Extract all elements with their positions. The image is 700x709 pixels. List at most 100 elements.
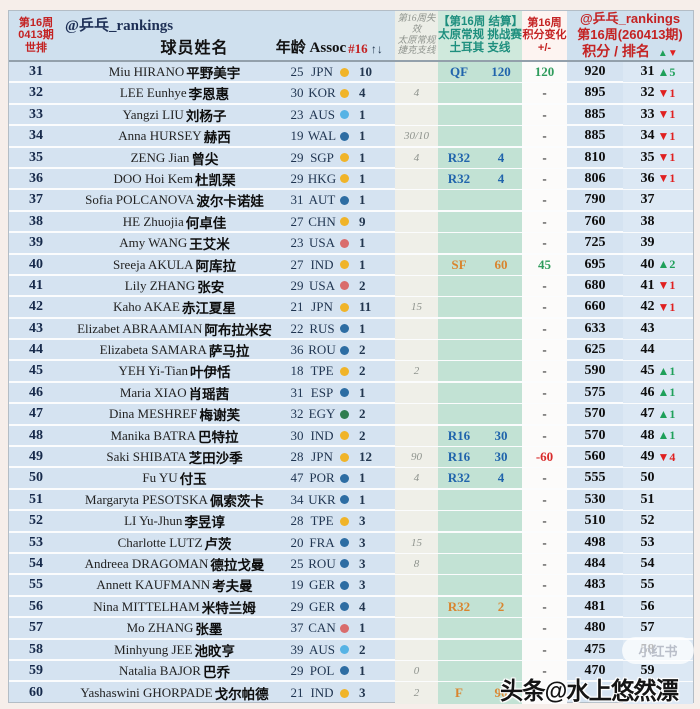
association-cell: IND [310,427,334,443]
continent-dot-cell [336,105,352,125]
association-cell: ROU [308,342,336,358]
player-name-latin: Dina MESHREF [109,406,198,422]
expired-points-cell: 2 [395,682,438,704]
points-cell: 483 [584,577,606,593]
continent-dot-icon [339,431,349,441]
count-16-cell: 2 [359,641,366,657]
association-cell: EGY [308,406,336,422]
points-change-cell: - [522,511,567,532]
count-16-cell: 3 [359,513,366,529]
table-row: 52 LI Yu-Jhun 李昱谆 28 TPE 3 - 510 52 [9,511,693,533]
table-row: 50 Fu YU 付玉 47 POR 1 4 R32 4 - 555 50 [9,468,693,490]
player-name-cell: Annett KAUFMANN 考夫曼 [63,575,286,595]
round-points: 30 [494,427,508,443]
continent-dot-cell [336,426,352,446]
expired-points-cell [395,596,438,617]
association-cell: FRA [309,534,335,550]
points-rank-label: 积分 / 排名 [582,42,650,59]
continent-dot-icon [339,645,349,655]
points-change-cell: - [522,104,567,125]
world-rank-cell: 33 [29,106,43,122]
association-cell: HKG [307,170,337,186]
player-name-cell: Kaho AKAE 赤江夏星 [63,297,286,317]
player-name-cell: ZENG Jian 曾尖 [63,148,286,168]
new-rank-number: 59 [640,662,655,678]
count-16-cell: 1 [359,384,366,400]
world-rank-cell: 45 [29,363,43,379]
table-row: 49 Saki SHIBATA 芝田沙季 28 JPN 12 90 R16 30 -… [9,447,693,469]
round-points: 60 [494,256,508,272]
player-name-latin: Natalia BAJOR [119,662,201,678]
rank-delta: ▲1 [658,364,684,379]
round-result: R32 [447,598,471,614]
round-result: SF [451,256,467,272]
new-rank-number: 49 [640,449,655,465]
age-cell: 36 [290,342,304,358]
table-row: 47 Dina MESHREF 梅谢芙 32 EGY 2 - 570 47 ▲1 [9,404,693,426]
age-cell: 27 [290,256,304,272]
count-16-cell: 1 [359,106,366,122]
rank-delta: ▲1 [658,428,684,443]
continent-dot-cell [336,468,352,488]
new-rank-number: 56 [640,598,655,614]
association-cell: CAN [308,620,336,636]
continent-dot-icon [339,580,349,590]
association-cell: AUS [308,106,335,122]
continent-dot-cell [336,511,352,531]
table-row: 60 Yashaswini GHORPADE 戈尔帕德 21 IND 3 2 F 9… [9,682,693,704]
settlement-cell [438,489,522,510]
points-cell: 633 [584,320,606,336]
continent-dot-icon [339,452,349,462]
settlement-cell [438,297,522,318]
player-name-latin: Elizabeta SAMARA [99,342,207,358]
player-name-chinese: 赤江夏星 [181,301,236,317]
association-cell: JPN [311,299,333,315]
expired-points-cell: 90 [395,447,438,468]
week-label: 第16周 [18,17,54,30]
world-rank-cell: 35 [29,149,43,165]
player-name-cell: Mo ZHANG 张墨 [63,618,286,638]
settlement-cell: R32 4 [438,468,522,489]
continent-dot-icon [339,516,349,526]
new-rank-number: 54 [640,555,655,571]
count-16-cell: 3 [359,685,366,701]
player-name-cell: Dina MESHREF 梅谢芙 [63,404,286,424]
points-change-cell: - [522,233,567,254]
header-points-change: 第16周 积分变化 +/- [522,11,567,60]
new-rank-cell: 37 [623,190,693,211]
new-rank-number: 41 [640,277,655,293]
world-rank-cell: 46 [29,384,43,400]
settlement-cell [438,404,522,425]
table-row: 46 Maria XIAO 肖瑶茜 31 ESP 1 - 575 46 ▲1 [9,382,693,405]
association-cell: JPN [311,449,333,465]
points-change-cell: -60 [522,447,567,468]
settlement-cell [438,660,522,681]
expired-points-cell [395,575,438,596]
points-change-cell: - [522,340,567,361]
up-triangle-icon: ▲ [657,47,668,59]
header-settlement: 【第16周 结算】 太原常规 挑战赛 土耳其 支线 [438,11,523,60]
rank-delta-value: 1 [669,107,676,122]
points-change-cell: - [522,575,567,596]
association-cell: ESP [310,384,334,400]
age-cell: 31 [290,192,304,208]
age-cell: 23 [290,106,304,122]
player-name-latin: Anna HURSEY [118,128,202,144]
world-rank-cell: 37 [29,192,43,208]
world-rank-cell: 38 [29,213,43,229]
table-row: 44 Elizabeta SAMARA 萨马拉 36 ROU 2 - 625 44 [9,340,693,362]
player-name-latin: DOO Hoi Kem [113,170,193,186]
age-cell: 29 [290,170,304,186]
settlement-cell [438,382,522,403]
rank-delta: ▲1 [658,407,684,422]
player-name-latin: Margaryta PESOTSKA [85,491,208,507]
world-rank-cell: 47 [29,406,43,422]
points-cell: 760 [584,213,606,229]
new-rank-number: 55 [640,577,655,593]
count-16-cell: 2 [359,363,366,379]
player-name-latin: Charlotte LUTZ [117,534,203,550]
player-name-cell: Miu HIRANO 平野美宇 [63,62,286,82]
new-rank-number: 47 [640,406,655,422]
new-rank-number: 32 [640,85,655,101]
continent-dot-icon [339,238,349,248]
